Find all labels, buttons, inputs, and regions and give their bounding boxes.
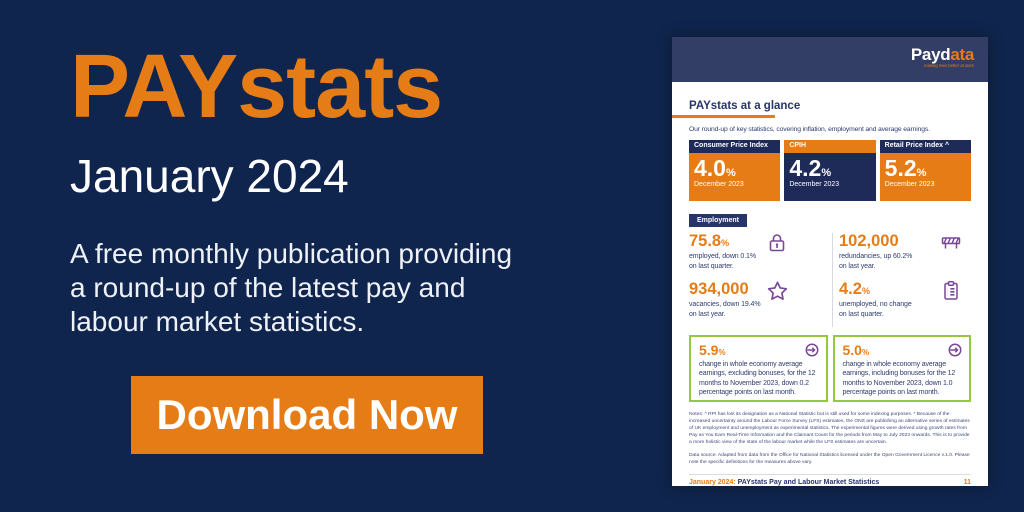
- earnings-boxes: 5.9% change in whole economy average ear…: [689, 334, 971, 402]
- data-source-text: Data source: Adapted from data from the …: [689, 452, 970, 465]
- earnings-excl-value: 5.9%: [699, 341, 726, 358]
- glance-heading: PAYstats at a glance: [689, 100, 801, 112]
- unemployed-caption: unemployed, no change on last quarter.: [839, 301, 912, 318]
- redundancies-stat: 102,000 redundancies, up 60.2% on last y…: [839, 231, 971, 279]
- vacancies-caption: vacancies, down 19.4% on last year.: [689, 301, 761, 318]
- redundancies-caption: redundancies, up 60.2% on last year.: [839, 253, 913, 270]
- vacancies-stat: 934,000 vacancies, down 19.4% on last ye…: [689, 279, 826, 327]
- cpih-period: December 2023: [789, 181, 840, 189]
- paydata-logo: Paydata making lives better at work: [891, 46, 974, 71]
- paydata-logo-wordmark: Paydata: [891, 46, 974, 63]
- intro-text: Our round-up of key statistics, covering…: [689, 125, 930, 133]
- arrow-circle-icon: [947, 342, 963, 358]
- page-title: PAYstats: [70, 37, 443, 137]
- lock-icon: [765, 231, 789, 255]
- arrow-circle-icon: [804, 342, 820, 358]
- cpih-body: 4.2% December 2023: [784, 153, 876, 201]
- rpi-label: Retail Price Index ^: [879, 139, 971, 153]
- cpi-body: 4.0% December 2023: [689, 153, 781, 201]
- rpi-box: Retail Price Index ^ 5.2% December 2023: [879, 139, 971, 201]
- unemployed-stat: 4.2% unemployed, no change on last quart…: [839, 279, 971, 327]
- barrier-icon: [939, 231, 963, 255]
- earnings-incl-value: 5.0%: [842, 341, 870, 358]
- cpih-label: CPIH: [784, 139, 876, 153]
- document-footer: January 2024: PAYstats Pay and Labour Ma…: [689, 474, 971, 486]
- employment-section-label: Employment: [689, 213, 748, 227]
- document-header-band: Paydata making lives better at work: [672, 37, 988, 82]
- download-button[interactable]: Download Now: [131, 376, 483, 454]
- employment-grid: 75.8% employed, down 0.1% on last quarte…: [689, 231, 971, 327]
- cpi-box: Consumer Price Index 4.0% December 2023: [689, 139, 781, 201]
- footer-title: January 2024: PAYstats Pay and Labour Ma…: [689, 479, 880, 487]
- rpi-body: 5.2% December 2023: [879, 153, 971, 201]
- logo-part-white: Payd: [910, 45, 951, 64]
- employed-stat: 75.8% employed, down 0.1% on last quarte…: [689, 231, 826, 279]
- unemployed-value: 4.2%: [839, 279, 870, 298]
- document-body: PAYstats at a glance Our round-up of key…: [672, 100, 988, 486]
- page-number: 11: [963, 479, 971, 487]
- cpi-value: 4.0%: [694, 155, 736, 181]
- cpi-period: December 2023: [694, 181, 744, 189]
- inflation-boxes: Consumer Price Index 4.0% December 2023 …: [689, 139, 971, 201]
- logo-part-orange: ata: [950, 45, 974, 64]
- cpih-value: 4.2%: [789, 155, 832, 181]
- employed-value: 75.8%: [689, 231, 730, 250]
- footer-edition: January 2024:: [689, 479, 736, 487]
- employed-caption: employed, down 0.1% on last quarter.: [689, 253, 756, 270]
- earnings-excl-caption: change in whole economy average earnings…: [699, 360, 816, 397]
- vacancies-value: 934,000: [689, 279, 749, 298]
- column-divider: [832, 232, 833, 327]
- promo-panel: PAYstats January 2024 A free monthly pub…: [70, 40, 650, 339]
- redundancies-value: 102,000: [839, 231, 899, 250]
- edition-subtitle: January 2024: [70, 149, 349, 202]
- description-text: A free monthly publication providing a r…: [70, 237, 513, 337]
- cpi-label: Consumer Price Index: [689, 139, 781, 153]
- clipboard-icon: [939, 279, 963, 303]
- heading-underline: [672, 115, 775, 118]
- earnings-incl-bonuses-box: 5.0% change in whole economy average ear…: [832, 334, 971, 402]
- earnings-excl-bonuses-box: 5.9% change in whole economy average ear…: [689, 334, 828, 402]
- logo-tagline: making lives better at work: [924, 64, 974, 69]
- star-icon: [765, 279, 790, 304]
- document-preview: Paydata making lives better at work PAYs…: [672, 37, 988, 486]
- rpi-value: 5.2%: [884, 155, 927, 181]
- cpih-box: CPIH 4.2% December 2023: [784, 139, 876, 201]
- notes-text: Notes: ^ RPI has lost its designation as…: [689, 411, 970, 444]
- earnings-incl-caption: change in whole economy average earnings…: [842, 360, 956, 397]
- rpi-period: December 2023: [884, 181, 935, 189]
